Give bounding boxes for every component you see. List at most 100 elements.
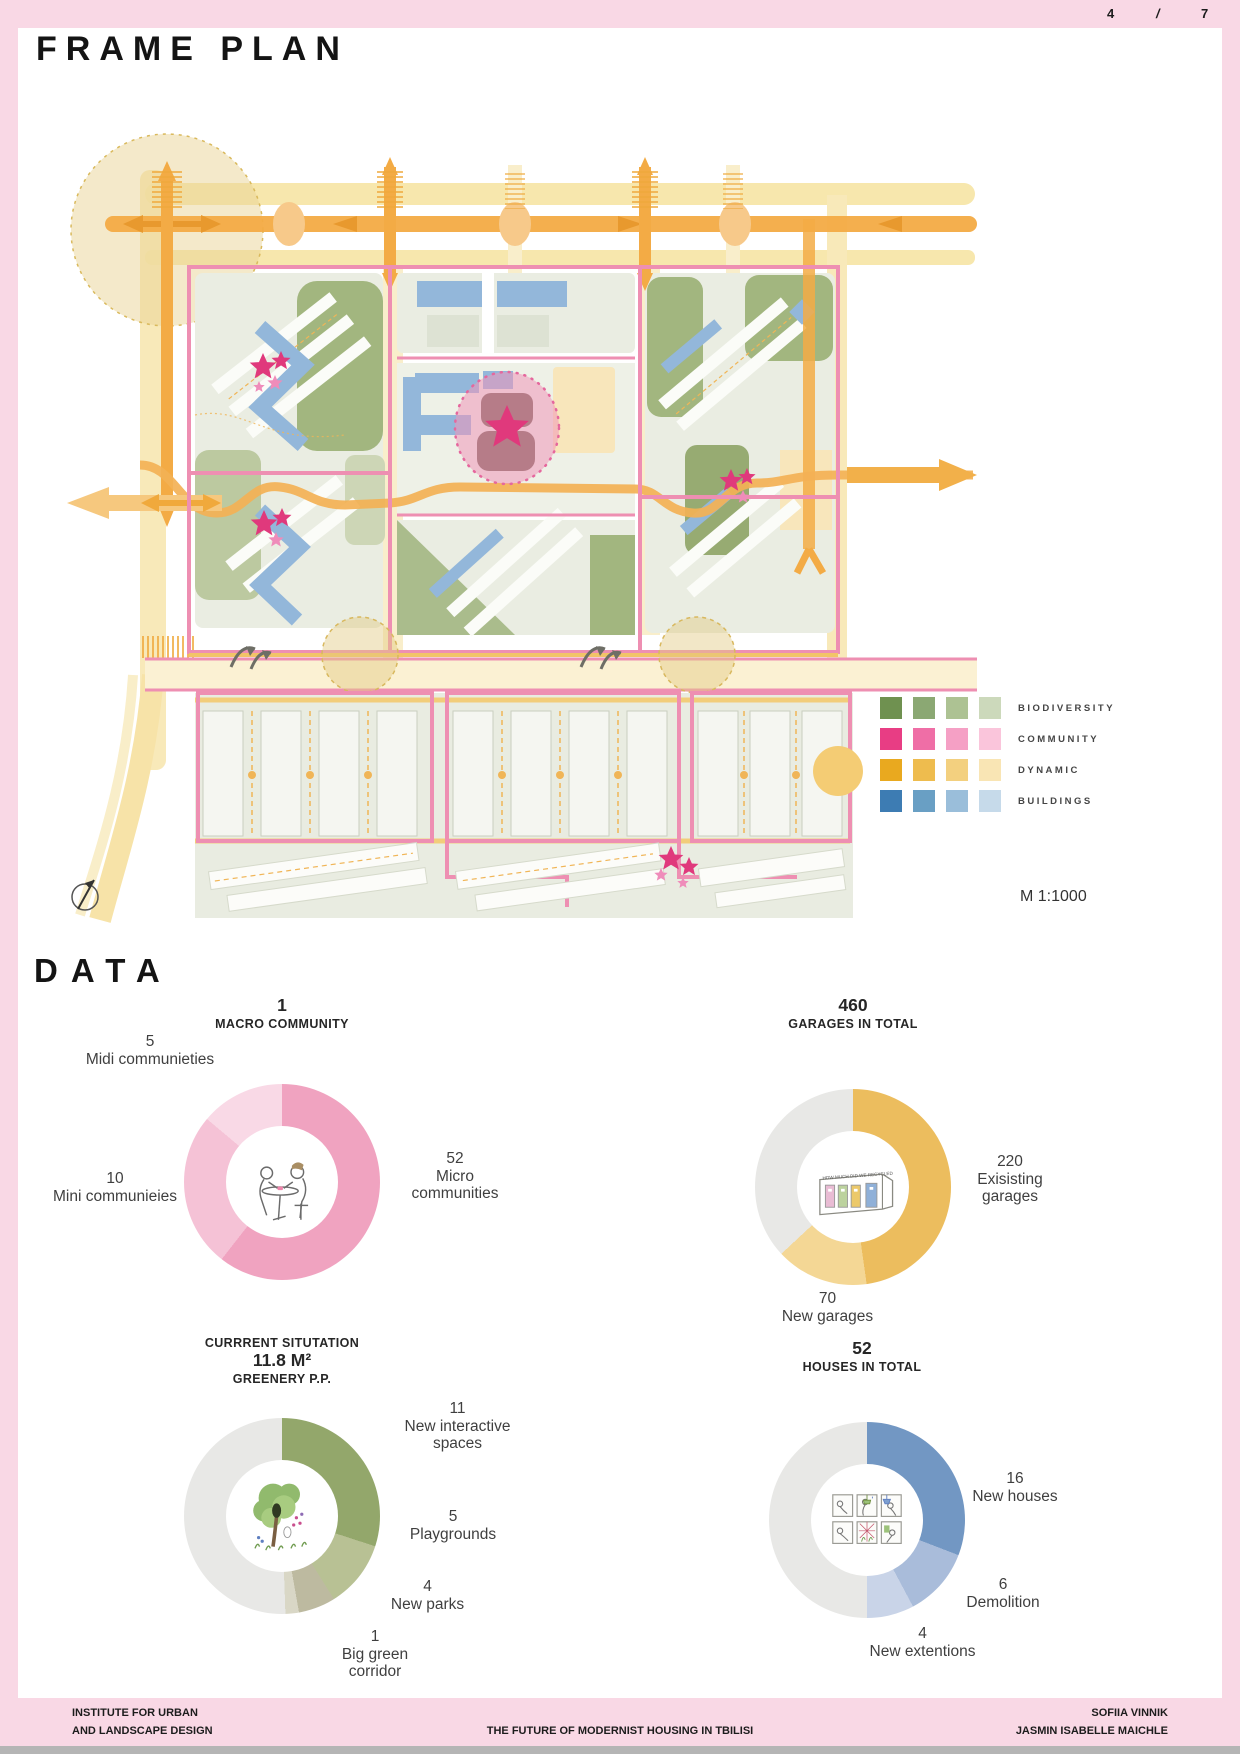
- swatch: [946, 728, 968, 750]
- callout-value: 52: [446, 1150, 464, 1167]
- chart-title-community: 1 MACRO COMMUNITY: [162, 995, 402, 1031]
- chart-title-label: GARAGES IN TOTAL: [788, 1017, 918, 1031]
- macro-community-hub: [453, 370, 561, 486]
- donut-hole: [811, 1464, 923, 1576]
- swatch: [880, 728, 902, 750]
- callout-value: 220: [997, 1153, 1023, 1170]
- swatch: [979, 790, 1001, 812]
- footer-institute: INSTITUTE FOR URBAN AND LANDSCAPE DESIGN: [72, 1704, 213, 1740]
- greenery-donut-chart: [184, 1418, 380, 1614]
- chart-title-houses: 52 HOUSES IN TOTAL: [742, 1338, 982, 1374]
- legend-row-dynamic: DYNAMIC: [880, 759, 1115, 781]
- swatch: [880, 790, 902, 812]
- community-donut-chart: [184, 1084, 380, 1280]
- people-at-table-illustration: [259, 1162, 309, 1221]
- greenery-illustration: [253, 1483, 307, 1551]
- callout-label: Mini communieies: [52, 1187, 178, 1205]
- garages-illustration: HOW MUCH DID WE RECYCLED: [819, 1171, 894, 1216]
- legend-label: COMMUNITY: [1018, 733, 1100, 745]
- chart-callout: 70 New garages: [745, 1290, 910, 1325]
- road-network-orange: [105, 157, 977, 658]
- footer-author2: JASMIN ISABELLE MAICHLE: [1015, 1725, 1168, 1737]
- callout-label: Demolition: [966, 1593, 1040, 1611]
- callout-value: 5: [145, 1033, 155, 1050]
- chart-title-label: HOUSES IN TOTAL: [802, 1360, 922, 1374]
- callout-label: New parks: [390, 1595, 465, 1613]
- legend-label: BUILDINGS: [1018, 795, 1093, 807]
- callout-label: Big green corridor: [341, 1645, 409, 1681]
- footer-institute-line1: INSTITUTE FOR URBAN: [72, 1707, 198, 1719]
- callout-value: 5: [448, 1508, 458, 1525]
- chart-callout: 52 Micro communities: [400, 1150, 510, 1203]
- page-border-right: [1222, 0, 1240, 1754]
- callout-label: Exisisting garages: [977, 1170, 1043, 1206]
- swatch: [979, 728, 1001, 750]
- windows-illustration: [832, 1494, 902, 1544]
- garages-donut-chart: HOW MUCH DID WE RECYCLED: [755, 1089, 951, 1285]
- chart-callout: 5 Midi communieties: [85, 1033, 215, 1068]
- donut-hole: HOW MUCH DID WE RECYCLED: [797, 1131, 909, 1243]
- dynamic-node-circle-left: [321, 616, 399, 694]
- callout-value: 4: [918, 1625, 927, 1642]
- swatch: [979, 697, 1001, 719]
- callout-value: 16: [1006, 1470, 1024, 1487]
- legend-row-biodiversity: BIODIVERSITY: [880, 697, 1115, 719]
- map-legend: BIODIVERSITY COMMUNITY DYNAMIC BUILDINGS: [880, 697, 1115, 821]
- chart-callout: 6 Demolition: [923, 1576, 1083, 1611]
- swatch: [913, 759, 935, 781]
- footer-author1: SOFIIA VINNIK: [1091, 1707, 1168, 1719]
- chart-title-value: 460: [838, 995, 868, 1015]
- page-number-total: 7: [1201, 6, 1209, 21]
- legend-label: DYNAMIC: [1018, 764, 1080, 776]
- west-flow-arrow: [67, 487, 222, 519]
- page-number-separator: /: [1156, 6, 1160, 21]
- chart-title-value: 52: [852, 1338, 872, 1358]
- chart-callout: 11 New interactive spaces: [395, 1400, 520, 1453]
- houses-donut-chart: [769, 1422, 965, 1618]
- footer-band: [0, 1698, 1240, 1746]
- transition-band: [145, 653, 977, 692]
- garage-area: [195, 691, 853, 918]
- svg-text:HOW MUCH DID WE RECYCLED: HOW MUCH DID WE RECYCLED: [822, 1171, 893, 1181]
- donut-hole: [226, 1126, 338, 1238]
- footer-institute-line2: AND LANDSCAPE DESIGN: [72, 1725, 213, 1737]
- callout-label: New extentions: [869, 1642, 976, 1660]
- callout-label: New garages: [781, 1307, 874, 1325]
- chart-title-pre: CURRRENT SITUTATION: [204, 1336, 360, 1350]
- callout-value: 6: [998, 1576, 1008, 1593]
- page-border-top: [0, 0, 1240, 28]
- page-edge-strip: [0, 1746, 1240, 1754]
- donut-hole: [226, 1460, 338, 1572]
- swatch: [946, 759, 968, 781]
- swatch: [946, 697, 968, 719]
- swatch: [979, 759, 1001, 781]
- dynamic-node-circle-right: [658, 616, 736, 694]
- community-frames: [187, 265, 840, 654]
- swatch: [913, 790, 935, 812]
- chart-callout: 10 Mini communieies: [50, 1170, 180, 1205]
- legend-row-community: COMMUNITY: [880, 728, 1115, 750]
- page-border-left: [0, 0, 18, 1754]
- callout-value: 11: [449, 1400, 466, 1417]
- chart-title-value: 1: [277, 995, 287, 1015]
- swatch: [913, 697, 935, 719]
- dynamic-node-solid-circle: [813, 746, 863, 796]
- swatch: [880, 697, 902, 719]
- map-scale-label: M 1:1000: [1020, 888, 1087, 905]
- chart-title-value: 11.8 M²: [252, 1350, 312, 1370]
- neighbourhood-blocks: [194, 273, 835, 637]
- legend-label: BIODIVERSITY: [1018, 702, 1116, 714]
- north-compass-icon: [71, 879, 99, 911]
- footer-authors: SOFIIA VINNIK JASMIN ISABELLE MAICHLE: [1016, 1704, 1168, 1740]
- site-plan-map: [45, 115, 980, 925]
- chart-title-label: GREENERY P.P.: [232, 1372, 332, 1386]
- chart-callout: 1 Big green corridor: [320, 1628, 430, 1681]
- page-number-current: 4: [1107, 6, 1115, 21]
- chart-title-greenery: CURRRENT SITUTATION 11.8 M² GREENERY P.P…: [162, 1336, 402, 1386]
- callout-label: Playgrounds: [409, 1525, 497, 1543]
- callout-label: Midi communieties: [85, 1050, 215, 1068]
- swatch: [946, 790, 968, 812]
- callout-value: 1: [370, 1628, 380, 1645]
- footer-project-title: THE FUTURE OF MODERNIST HOUSING IN TBILI…: [486, 1725, 754, 1737]
